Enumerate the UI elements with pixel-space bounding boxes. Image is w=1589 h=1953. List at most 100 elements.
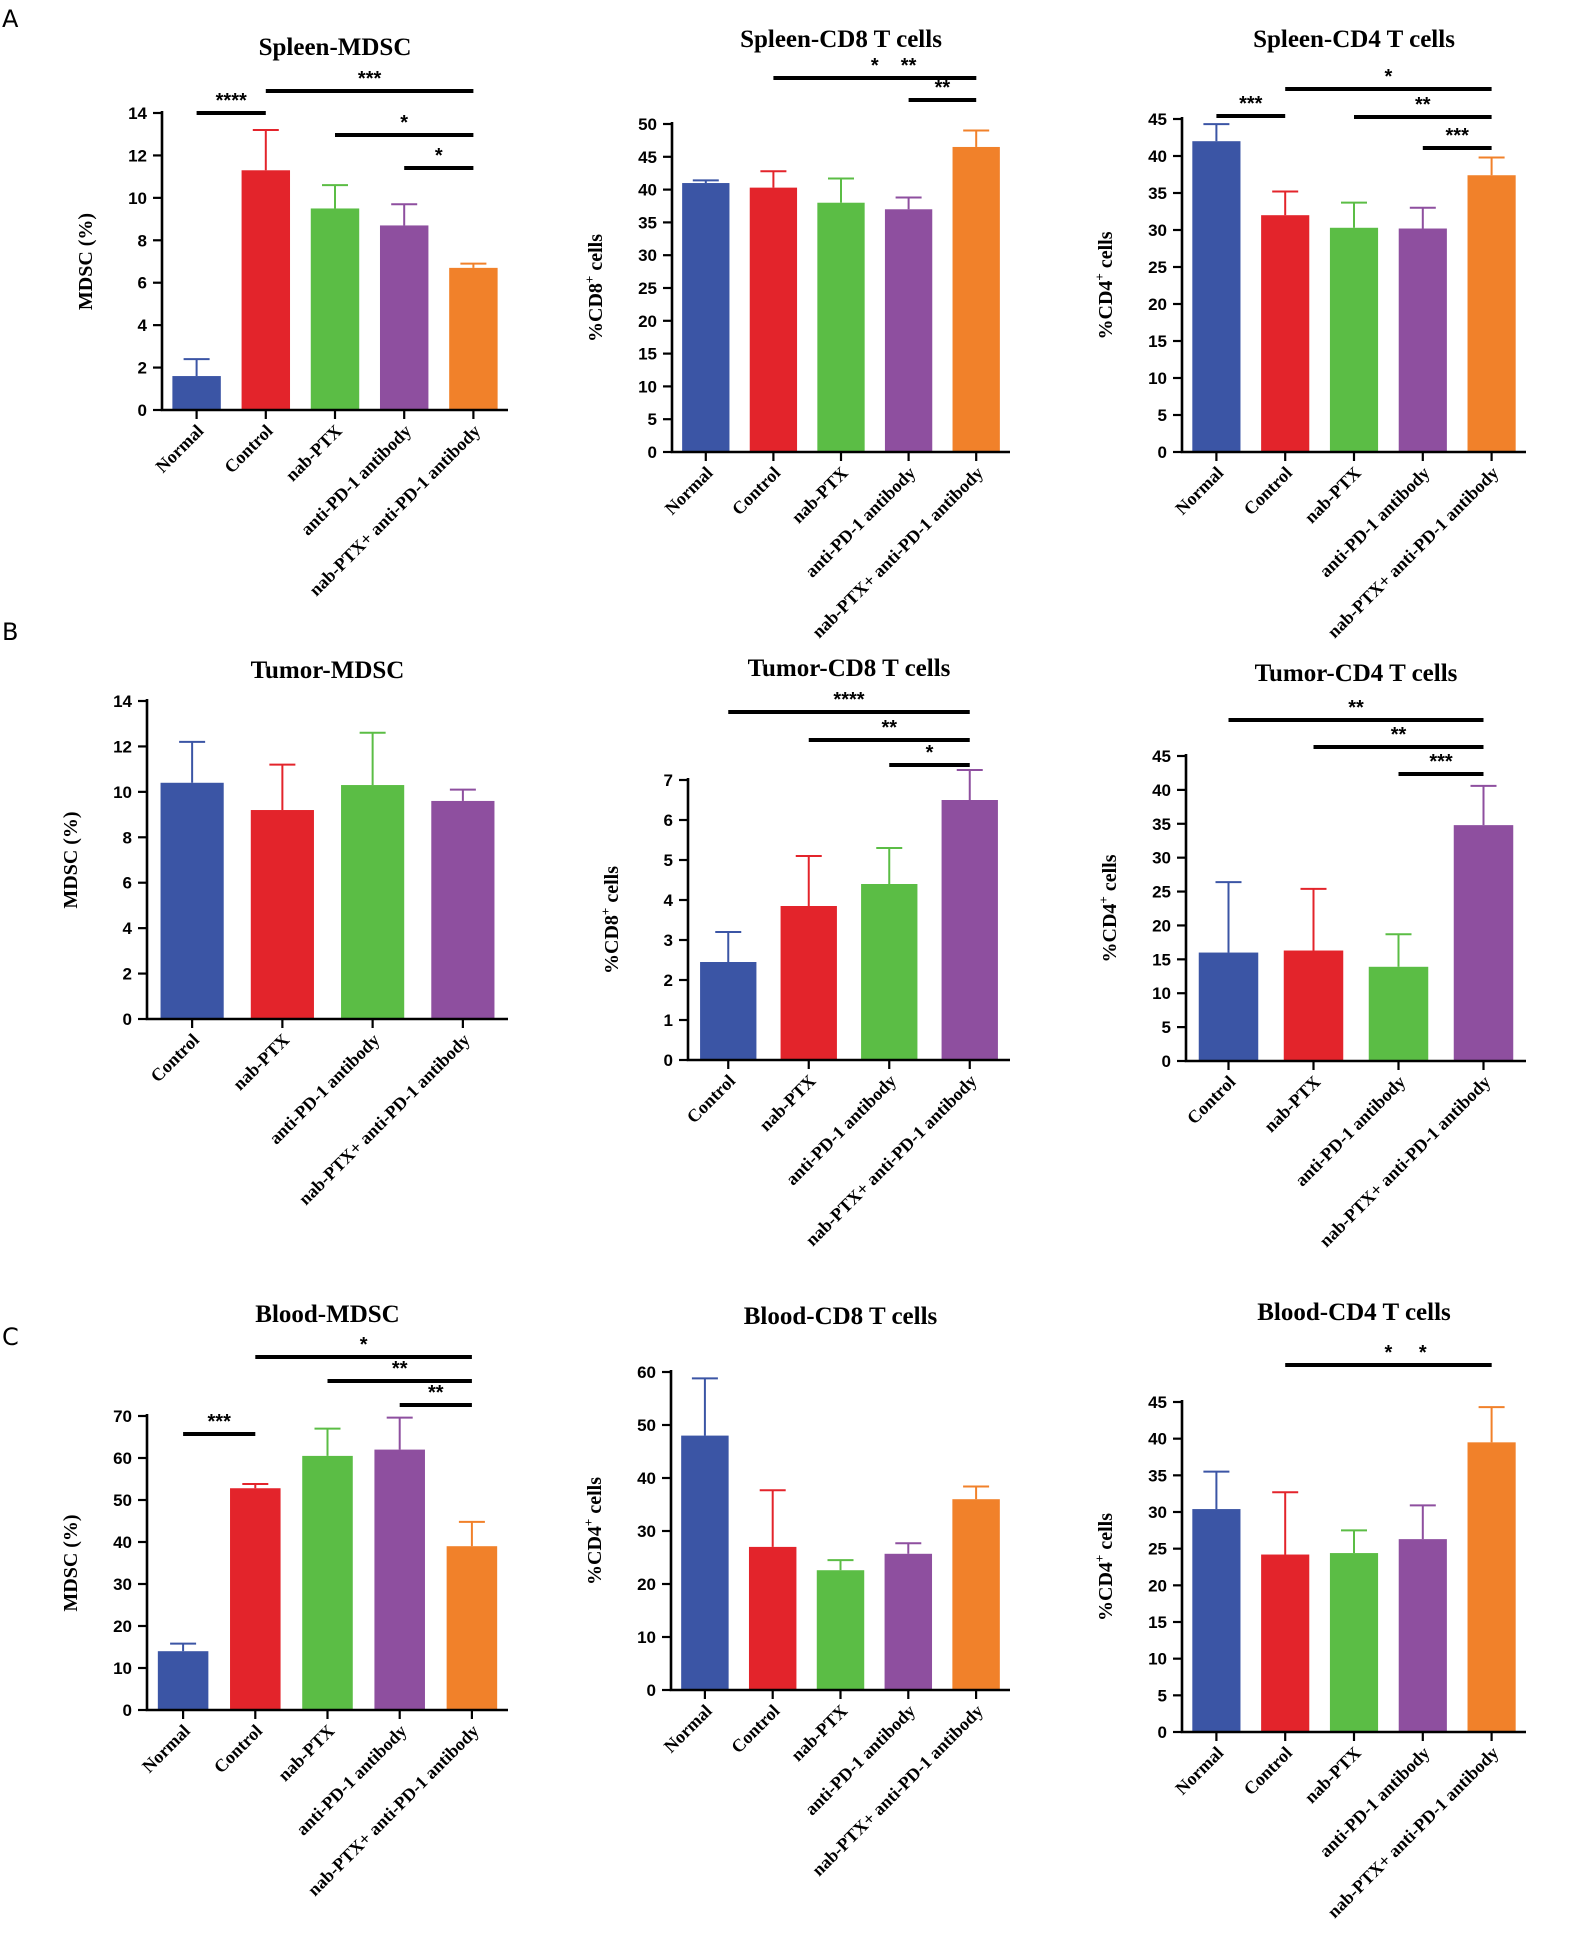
y-tick-label: 40	[113, 1533, 132, 1552]
significance-stars: *	[1419, 1342, 1427, 1364]
x-tick-label: Control	[683, 1071, 739, 1127]
y-tick-label: 25	[1152, 883, 1171, 902]
y-tick-label: 40	[638, 181, 657, 200]
y-tick-label: 3	[664, 931, 673, 950]
bar-5	[952, 146, 1000, 452]
chart-title: Spleen-MDSC	[259, 34, 412, 61]
significance-stars: *	[400, 112, 408, 134]
y-tick-label: 14	[113, 692, 132, 711]
spleen-cd4-chart: Spleen-CD4 T cells 0 5 10 15 20 25 30 35 40 45 Norm…	[1092, 26, 1526, 642]
bar-5	[1467, 175, 1516, 453]
bar-2	[230, 1488, 281, 1710]
x-tick-label: nab-PTX+ anti-PD-1 antibody	[295, 1030, 474, 1209]
bar-2	[250, 810, 314, 1019]
y-tick-label: 10	[1148, 369, 1167, 388]
y-tick-label: 25	[1148, 1540, 1167, 1559]
significance-stars: *	[360, 1334, 368, 1356]
y-tick-label: 7	[664, 771, 673, 790]
y-tick-label: 10	[637, 1628, 656, 1647]
bar-1	[1192, 141, 1241, 452]
panel-label-b: B	[2, 618, 18, 646]
y-tick-label: 60	[637, 1363, 656, 1382]
y-tick-label: 60	[113, 1449, 132, 1468]
blood-cd8-chart: Blood-CD8 T cells 0 10 20 30 40 50 60 Normal Cont…	[581, 1303, 1010, 1880]
spleen-cd8-chart: Spleen-CD8 T cells 0 5 10 15 20 25 30 35 40 45 50 No…	[582, 26, 1010, 642]
significance-stars: *	[435, 145, 443, 167]
tumor-cd4-chart: Tumor-CD4 T cells 0 5 10 15 20 25 30 35 40 45 Contr…	[1096, 660, 1526, 1251]
bar-3	[817, 202, 865, 452]
y-axis-label: %CD4+ cells	[1092, 231, 1117, 339]
x-tick-label: nab-PTX	[1300, 463, 1364, 527]
y-tick-label: 20	[638, 312, 657, 331]
y-tick-label: 10	[638, 377, 657, 396]
y-tick-label: 15	[1152, 950, 1171, 969]
y-axis-label: MDSC (%)	[60, 811, 82, 908]
y-tick-label: 0	[1158, 443, 1167, 462]
y-tick-label: 0	[123, 1010, 132, 1029]
significance-stars: *	[1385, 1342, 1393, 1364]
x-tick-label: Control	[727, 1701, 783, 1757]
y-axis-label: MDSC (%)	[60, 1514, 82, 1611]
y-tick-label: 20	[1152, 916, 1171, 935]
bar-3	[1329, 1553, 1379, 1732]
y-tick-label: 8	[123, 828, 132, 847]
panel-label-c: C	[2, 1323, 19, 1351]
x-tick-label: nab-PTX	[1260, 1072, 1324, 1136]
y-tick-label: 35	[638, 213, 657, 232]
y-tick-label: 40	[637, 1469, 656, 1488]
bar-3	[1329, 227, 1379, 452]
significance-stars: ***	[1446, 125, 1470, 147]
bar-4	[884, 1553, 933, 1690]
x-tick-label: Normal	[660, 1701, 716, 1757]
y-tick-label: 20	[113, 1617, 132, 1636]
bar-5	[1467, 1442, 1516, 1732]
bar-4	[379, 225, 429, 410]
bar-1	[681, 1435, 729, 1690]
bar-1	[1192, 1509, 1241, 1732]
significance-stars: **	[392, 1358, 408, 1380]
y-tick-label: 30	[1148, 221, 1167, 240]
bar-3	[861, 884, 918, 1060]
y-axis-label: MDSC (%)	[75, 213, 97, 310]
y-tick-label: 10	[128, 189, 147, 208]
significance-stars: ****	[216, 90, 247, 112]
y-tick-label: 10	[113, 1659, 132, 1678]
y-tick-label: 0	[648, 443, 657, 462]
y-tick-label: 5	[1158, 1686, 1167, 1705]
x-tick-label: Control	[728, 463, 784, 519]
panel-label-a: A	[2, 5, 19, 33]
x-tick-label: Control	[1240, 1743, 1296, 1799]
x-tick-label: nab-PTX	[787, 1701, 851, 1765]
y-tick-label: 50	[638, 115, 657, 134]
significance-stars: ***	[208, 1411, 232, 1433]
x-tick-label: Control	[1240, 463, 1296, 519]
significance-stars: **	[1391, 724, 1407, 746]
y-tick-label: 45	[1148, 110, 1167, 129]
significance-stars: **	[901, 55, 917, 77]
y-tick-label: 0	[1162, 1052, 1171, 1071]
y-tick-label: 25	[1148, 258, 1167, 277]
x-tick-label: Normal	[152, 421, 208, 477]
x-tick-label: nab-PTX	[281, 421, 345, 485]
chart-title: Spleen-CD4 T cells	[1253, 26, 1455, 53]
bar-4	[1398, 228, 1447, 452]
significance-stars: **	[428, 1382, 444, 1404]
bar-1	[172, 376, 221, 410]
bar-5	[449, 267, 498, 410]
y-tick-label: 15	[638, 345, 657, 364]
y-tick-label: 15	[1148, 1613, 1167, 1632]
y-tick-label: 30	[637, 1522, 656, 1541]
x-tick-label: Control	[220, 421, 276, 477]
y-tick-label: 35	[1148, 184, 1167, 203]
y-tick-label: 2	[664, 971, 673, 990]
y-tick-label: 4	[138, 316, 148, 335]
y-tick-label: 12	[128, 146, 147, 165]
y-tick-label: 45	[638, 148, 657, 167]
y-tick-label: 6	[123, 874, 132, 893]
significance-stars: **	[1348, 697, 1364, 719]
y-tick-label: 0	[123, 1701, 132, 1720]
y-tick-label: 5	[664, 851, 673, 870]
x-tick-label: nab-PTX	[787, 463, 851, 527]
